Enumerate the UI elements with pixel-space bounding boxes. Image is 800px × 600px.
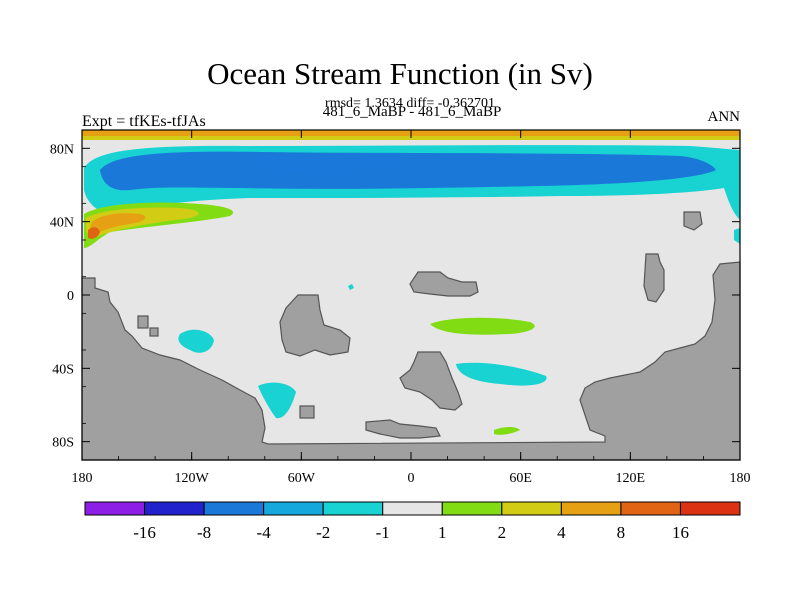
- colorbar-label: -2: [316, 523, 330, 542]
- x-tick-label: 60E: [509, 471, 532, 486]
- y-tick-label: 40S: [52, 362, 74, 377]
- colorbar: -16 -8 -4 -2 -1 1 2 4 8 16: [84, 501, 741, 542]
- contour-cyan-southwest: [258, 382, 296, 419]
- y-tick-label: 80S: [52, 436, 74, 451]
- colorbar-swatch: [560, 501, 622, 516]
- land-small-island: [137, 315, 149, 329]
- colorbar-label: 8: [617, 523, 626, 542]
- season-label: ANN: [707, 109, 741, 125]
- land-south-island: [365, 419, 441, 439]
- colorbar-label: 2: [498, 523, 507, 542]
- land-small-island: [149, 327, 159, 337]
- colorbar-swatch: [441, 501, 503, 516]
- x-axis: 180 120W 60W 0 60E 120E 180: [72, 130, 751, 486]
- x-tick-label: 0: [408, 471, 415, 486]
- colorbar-swatch: [382, 501, 443, 516]
- x-tick-label: 120W: [175, 471, 210, 486]
- contour-cyan-east: [456, 362, 547, 386]
- stats-line: rmsd= 1.3634 diff= -0.362701: [325, 96, 495, 111]
- colorbar-swatch: [501, 501, 562, 516]
- contour-cyan-dot: [348, 284, 354, 290]
- contour-positive-red: [90, 213, 146, 234]
- map-panel: [81, 129, 741, 461]
- colorbar-swatch: [322, 501, 384, 516]
- colorbar-label: -8: [197, 523, 211, 542]
- y-axis: 80N 40N 0 40S 80S: [50, 129, 740, 461]
- x-tick-label: 60W: [288, 471, 316, 486]
- contour-green-south: [494, 427, 520, 435]
- experiment-label: Expt = tfKEs-tfJAs: [82, 113, 206, 130]
- x-tick-label: 120E: [616, 471, 646, 486]
- y-tick-label: 80N: [50, 142, 74, 157]
- case-label: 481_6_MaBP - 481_6_MaBP: [322, 104, 502, 120]
- colorbar-label: -4: [257, 523, 272, 542]
- colorbar-swatch: [679, 501, 741, 516]
- land-antarctica: [81, 261, 741, 461]
- contour-north-blue-deep: [250, 154, 400, 171]
- x-tick-label: 180: [72, 471, 93, 486]
- contour-positive-core: [88, 227, 100, 239]
- land-small-island: [299, 405, 315, 419]
- colorbar-label: -1: [376, 523, 390, 542]
- contour-equator-green: [430, 317, 535, 335]
- colorbar-swatch: [84, 501, 146, 516]
- colorbar-swatch: [620, 501, 681, 516]
- land-east-strip: [643, 253, 665, 303]
- y-tick-label: 0: [67, 289, 74, 304]
- colorbar-label: 16: [672, 523, 689, 542]
- colorbar-label: -16: [133, 523, 156, 542]
- chart-title: Ocean Stream Function (in Sv): [207, 56, 593, 91]
- colorbar-swatch: [263, 501, 324, 516]
- colorbar-swatch: [144, 501, 205, 516]
- colorbar-swatch: [203, 501, 265, 516]
- contour-cyan-west: [178, 329, 214, 353]
- colorbar-label: 1: [438, 523, 447, 542]
- land-northeast-island: [683, 211, 703, 231]
- x-tick-label: 180: [730, 471, 751, 486]
- land-continent-b: [399, 351, 463, 411]
- colorbar-label: 4: [557, 523, 566, 542]
- land-island-equator: [409, 271, 479, 297]
- y-tick-label: 40N: [50, 216, 74, 231]
- contour-cyan-edge: [734, 228, 740, 244]
- land-continent-a: [279, 294, 351, 357]
